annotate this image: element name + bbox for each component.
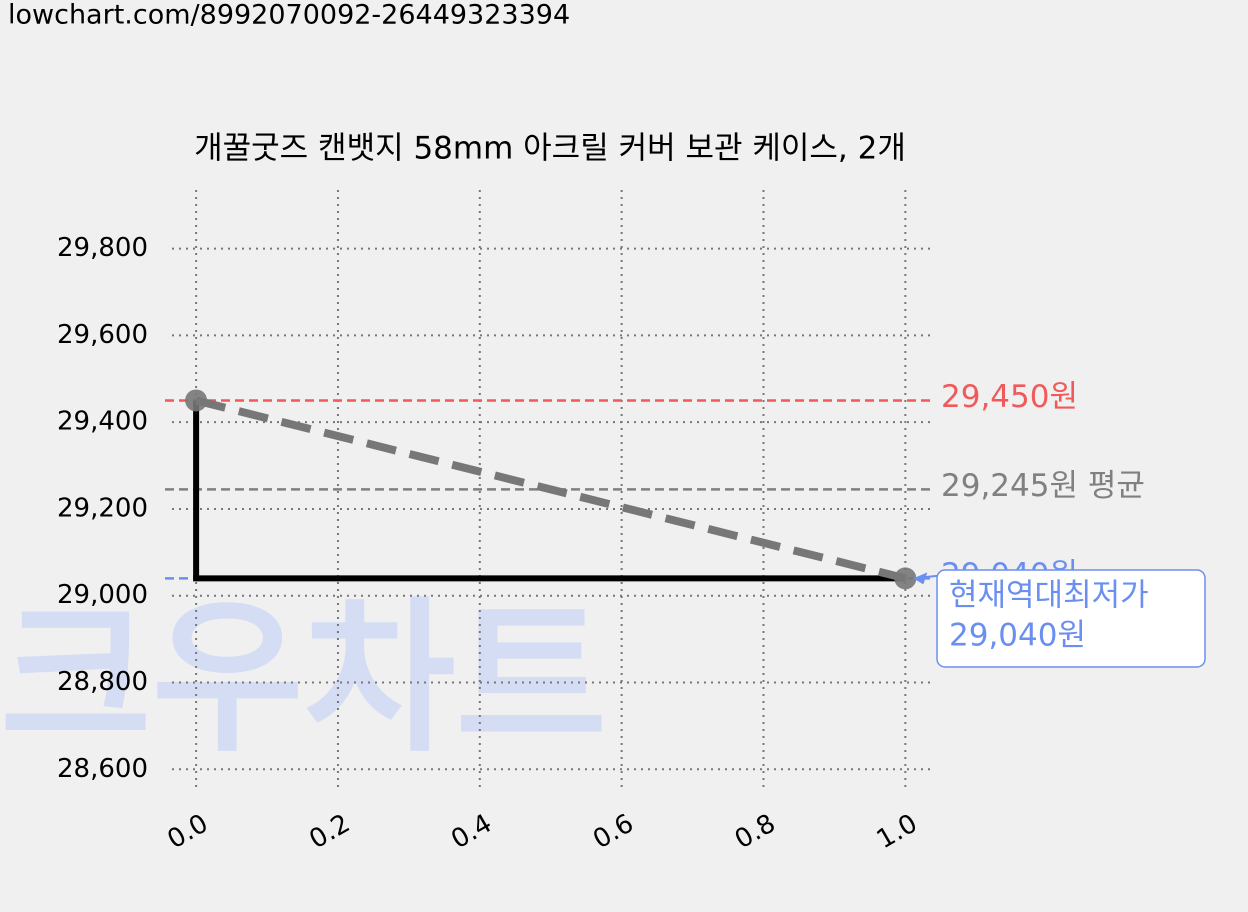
x-tick-label: 0.2: [304, 809, 355, 856]
series-line: [195, 396, 907, 583]
x-tick-label: 0.8: [730, 809, 781, 856]
annotation-arrowhead: [913, 572, 928, 585]
annotation-text: 현재역대최저가: [949, 578, 1149, 614]
chart-title: 개꿀굿즈 캔뱃지 58mm 아크릴 커버 보관 케이스, 2개: [194, 131, 906, 167]
x-tick-label: 1.0: [872, 809, 923, 856]
annotation-box: [936, 569, 1206, 668]
url: lowchart.com/8992070092-26449323394: [8, 0, 570, 31]
x-tick-label: 0.0: [163, 809, 214, 856]
point: [185, 389, 208, 412]
y-tick-label: 28,800: [57, 667, 148, 697]
y-tick-label: 29,400: [57, 407, 148, 437]
point: [894, 567, 917, 590]
reference-label: 29,450원: [941, 379, 1078, 415]
y-tick-label: 29,600: [57, 320, 148, 350]
x-tick-label: 0.4: [446, 809, 497, 856]
watermark: 크우차트: [0, 582, 607, 774]
y-tick-label: 29,800: [57, 233, 148, 263]
reference-label: 29,245원 평균: [941, 468, 1145, 504]
x-tick-label: 0.6: [588, 809, 639, 856]
annotation-text: 29,040원: [949, 618, 1086, 654]
y-tick-label: 29,200: [57, 493, 148, 523]
y-tick-label: 28,600: [57, 754, 148, 784]
y-tick-label: 29,000: [57, 580, 148, 610]
